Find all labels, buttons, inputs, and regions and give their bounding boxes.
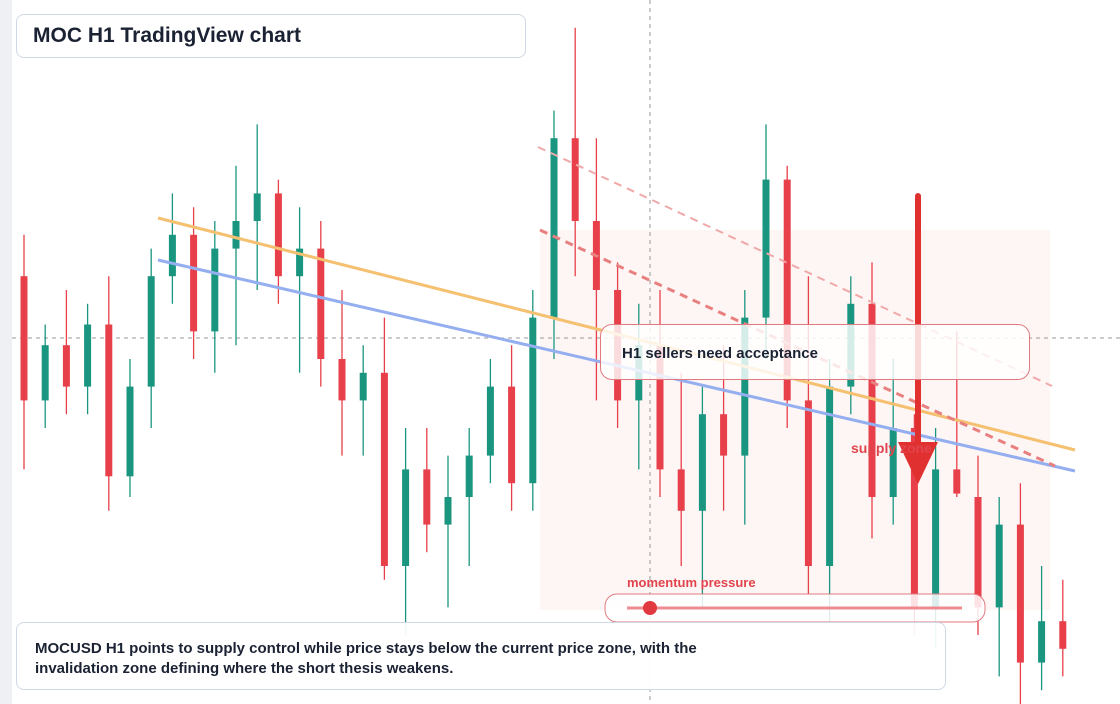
candle-body bbox=[910, 428, 918, 608]
candle-body bbox=[677, 469, 685, 511]
candle-body bbox=[402, 469, 410, 566]
candle-body bbox=[274, 193, 282, 277]
note-line: invalidation zone defining where the sho… bbox=[35, 660, 454, 677]
candle-body bbox=[126, 386, 134, 477]
trend-line bbox=[537, 146, 1053, 387]
candle-body bbox=[953, 469, 961, 494]
momentum-label: momentum pressure bbox=[627, 575, 756, 590]
note: MOCUSD H1 points to supply control while… bbox=[16, 622, 946, 690]
candle-body bbox=[211, 248, 219, 332]
candle-body bbox=[720, 414, 728, 456]
candle-body bbox=[656, 345, 664, 470]
supply-zone bbox=[540, 230, 1050, 610]
candle-body bbox=[995, 524, 1003, 608]
candle-body bbox=[359, 372, 367, 401]
candle-body bbox=[508, 386, 516, 484]
candle-body bbox=[253, 193, 261, 221]
candle-body bbox=[1016, 524, 1024, 663]
candle-body bbox=[804, 400, 812, 566]
candle-body bbox=[444, 497, 452, 525]
arrow-head bbox=[898, 442, 938, 484]
candle-body bbox=[20, 276, 28, 401]
candle-body bbox=[550, 138, 558, 318]
candle-body bbox=[338, 359, 346, 401]
candle-body bbox=[105, 324, 113, 477]
candle-body bbox=[486, 386, 494, 456]
candle-body bbox=[168, 234, 176, 277]
candle-body bbox=[84, 324, 92, 387]
candle-body bbox=[147, 276, 155, 387]
note-line: MOCUSD H1 points to supply control while… bbox=[35, 640, 697, 657]
title: MOC H1 TradingView chart bbox=[16, 14, 526, 58]
candle-body bbox=[190, 234, 198, 332]
candle-body bbox=[380, 372, 388, 566]
candle-body bbox=[932, 469, 940, 608]
candle-body bbox=[571, 138, 579, 221]
candle-body bbox=[868, 303, 876, 497]
candle-body bbox=[783, 179, 791, 401]
candle-body bbox=[762, 179, 770, 318]
candle-body bbox=[465, 455, 473, 497]
callout: H1 sellers need acceptance bbox=[600, 324, 1030, 380]
candle-body bbox=[296, 248, 304, 277]
candle-body bbox=[826, 386, 834, 566]
candle-body bbox=[889, 428, 897, 497]
candle-body bbox=[423, 469, 431, 525]
zone-label: supply zone bbox=[851, 440, 932, 456]
left-strip bbox=[0, 0, 12, 704]
candle-body bbox=[41, 345, 49, 401]
candle-body bbox=[232, 221, 240, 249]
candle-body bbox=[974, 497, 982, 608]
candle-body bbox=[698, 414, 706, 511]
candle-body bbox=[317, 248, 325, 359]
candle-body bbox=[62, 345, 70, 387]
candle-body bbox=[741, 317, 749, 456]
candle-body bbox=[1059, 621, 1067, 649]
candle-body bbox=[1038, 621, 1046, 663]
candle-body bbox=[529, 317, 537, 484]
momentum-knob bbox=[643, 601, 657, 615]
